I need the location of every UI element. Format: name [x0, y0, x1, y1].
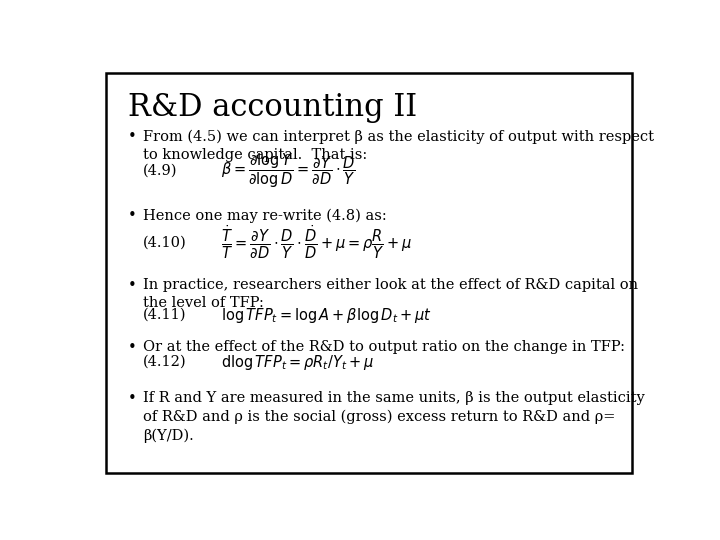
Text: Hence one may re-write (4.8) as:: Hence one may re-write (4.8) as: — [143, 208, 387, 222]
Text: (4.9): (4.9) — [143, 164, 178, 178]
Text: $\dfrac{\dot{T}}{T} = \dfrac{\partial Y}{\partial D} \cdot \dfrac{D}{Y} \cdot \d: $\dfrac{\dot{T}}{T} = \dfrac{\partial Y}… — [221, 224, 413, 261]
Text: In practice, researchers either look at the effect of R&D capital on
the level o: In practice, researchers either look at … — [143, 278, 638, 310]
Text: $\log\mathit{TFP}_t = \log A + \beta \log D_t + \mu t$: $\log\mathit{TFP}_t = \log A + \beta \lo… — [221, 306, 432, 325]
Text: R&D accounting II: R&D accounting II — [128, 92, 417, 123]
Text: •: • — [128, 129, 137, 144]
Text: •: • — [128, 340, 137, 355]
Text: From (4.5) we can interpret β as the elasticity of output with respect
to knowle: From (4.5) we can interpret β as the ela… — [143, 129, 654, 162]
FancyBboxPatch shape — [106, 73, 632, 473]
Text: (4.11): (4.11) — [143, 308, 186, 322]
Text: (4.10): (4.10) — [143, 236, 186, 250]
Text: $\mathrm{d}\log\mathit{TFP}_t = \rho R_t / Y_t + \mu$: $\mathrm{d}\log\mathit{TFP}_t = \rho R_t… — [221, 353, 374, 372]
Text: •: • — [128, 208, 137, 223]
Text: •: • — [128, 278, 137, 293]
Text: (4.12): (4.12) — [143, 355, 186, 369]
Text: If R and Y are measured in the same units, β is the output elasticity
of R&D and: If R and Y are measured in the same unit… — [143, 391, 645, 443]
Text: •: • — [128, 391, 137, 406]
Text: $\beta = \dfrac{\partial \log Y}{\partial \log D} = \dfrac{\partial Y}{\partial : $\beta = \dfrac{\partial \log Y}{\partia… — [221, 152, 356, 190]
Text: Or at the effect of the R&D to output ratio on the change in TFP:: Or at the effect of the R&D to output ra… — [143, 340, 625, 354]
